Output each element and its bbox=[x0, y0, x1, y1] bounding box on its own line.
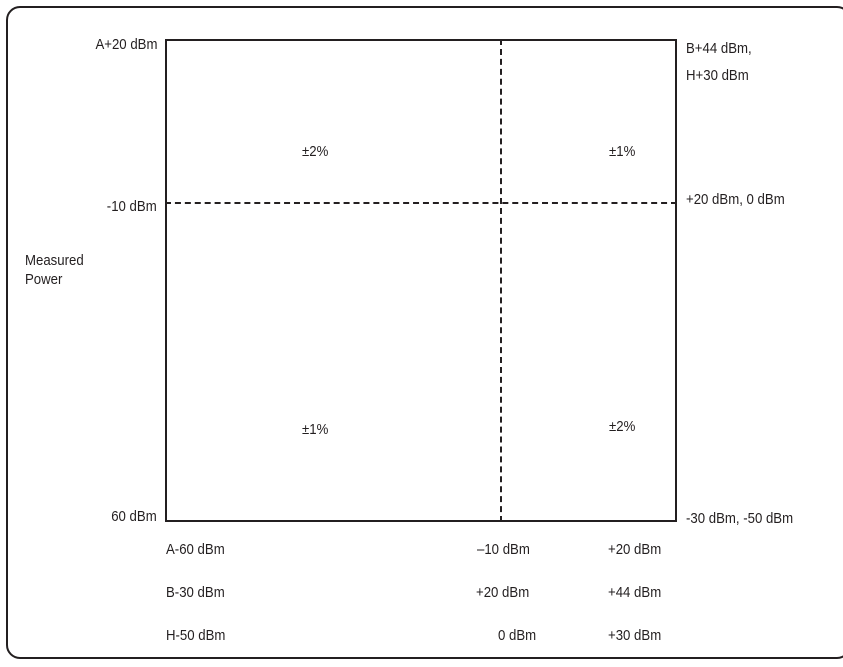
power-range-box bbox=[165, 39, 677, 522]
right-bottom-label: -30 dBm, -50 dBm bbox=[686, 510, 794, 527]
bottom-row-label: H-50 dBm bbox=[166, 627, 226, 644]
region-top-right-accuracy: ±1% bbox=[609, 143, 636, 160]
left-bottom-label: 60 dBm bbox=[111, 508, 157, 525]
left-mid-label: -10 dBm bbox=[107, 198, 157, 215]
bottom-row-mid: 0 dBm bbox=[498, 627, 537, 644]
vertical-divider bbox=[500, 39, 502, 522]
bottom-row-mid: –10 dBm bbox=[477, 541, 530, 558]
bottom-row-mid: +20 dBm bbox=[476, 584, 530, 601]
bottom-row-right: +44 dBm bbox=[608, 584, 662, 601]
bottom-row-label: B-30 dBm bbox=[166, 584, 225, 601]
horizontal-divider bbox=[165, 202, 677, 204]
region-bottom-left-accuracy: ±1% bbox=[302, 421, 329, 438]
bottom-row-label: A-60 dBm bbox=[166, 541, 225, 558]
left-top-label: A+20 dBm bbox=[94, 36, 157, 53]
region-bottom-right-accuracy: ±2% bbox=[609, 418, 636, 435]
bottom-row-right: +30 dBm bbox=[608, 627, 662, 644]
right-top-label-line1: B+44 dBm, bbox=[686, 40, 752, 57]
right-top-label-line2: H+30 dBm bbox=[686, 67, 749, 84]
right-mid-label: +20 dBm, 0 dBm bbox=[686, 191, 785, 208]
diagram-frame bbox=[6, 6, 843, 659]
region-top-left-accuracy: ±2% bbox=[302, 143, 329, 160]
y-axis-title-line2: Power bbox=[25, 271, 63, 288]
y-axis-title-line1: Measured bbox=[25, 252, 84, 269]
bottom-row-right: +20 dBm bbox=[608, 541, 662, 558]
